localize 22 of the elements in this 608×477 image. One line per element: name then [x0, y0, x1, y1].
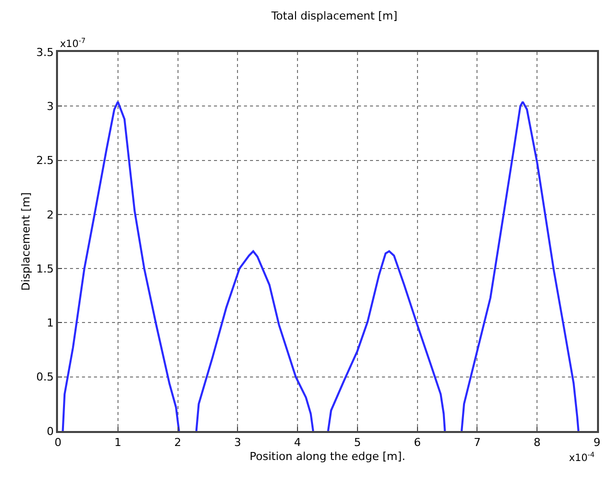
y-tick-label: 2: [46, 208, 54, 222]
x-tick-label: 6: [414, 436, 421, 450]
y-tick-label: 1.5: [36, 262, 54, 276]
y-tick-label: 1: [46, 316, 54, 330]
text: x10$^{-4}$: [569, 451, 596, 464]
x-tick-label: 7: [474, 436, 481, 450]
y-axis-title: Displacement [m]: [19, 192, 32, 291]
x-tick-label: 2: [174, 436, 182, 450]
chart-title: Total displacement [m]: [270, 10, 398, 23]
x-tick-label: 4: [294, 436, 302, 450]
x-tick-label: 1: [114, 436, 122, 450]
x-tick-label: 3: [234, 436, 242, 450]
x-tick-label: 8: [534, 436, 541, 450]
x-tick-label: 5: [354, 436, 361, 450]
x-tick-label: 9: [594, 436, 600, 450]
y-tick-label: 3: [46, 100, 54, 113]
y-tick-label: 3.5: [36, 46, 54, 59]
y-tick-label: 0: [46, 424, 54, 438]
y-tick-label: 0.5: [36, 370, 54, 384]
text: x10$^{-7}$: [60, 37, 86, 50]
y-tick-label: 2.5: [36, 154, 54, 168]
x-axis-title: Position along the edge [m].: [250, 450, 406, 463]
